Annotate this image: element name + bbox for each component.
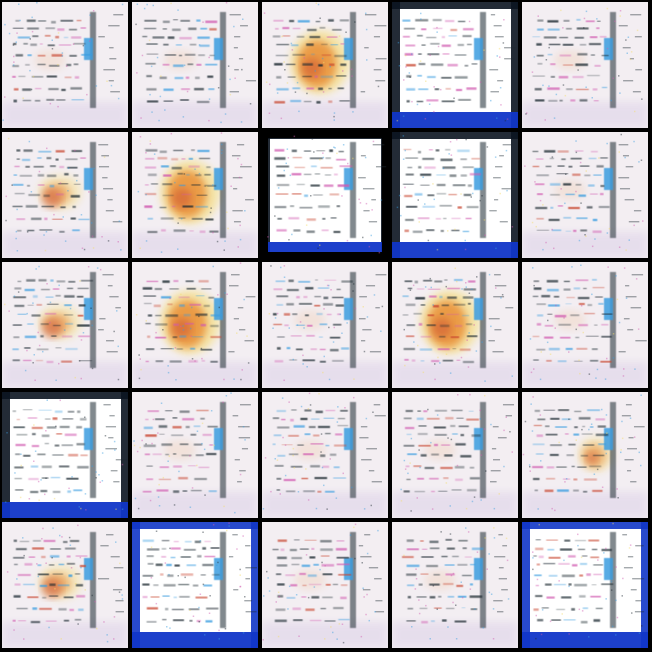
sample-tile (262, 392, 388, 518)
sample-tile (2, 132, 128, 258)
sample-image (522, 132, 648, 258)
sample-tile (392, 262, 518, 388)
sample-image (262, 392, 388, 518)
sample-image (132, 262, 258, 388)
sample-tile (2, 522, 128, 648)
sample-image (132, 2, 258, 128)
sample-image (2, 522, 128, 648)
sample-tile (392, 522, 518, 648)
sample-image (2, 132, 128, 258)
sample-tile (392, 2, 518, 128)
sample-tile (132, 132, 258, 258)
sample-image (262, 132, 388, 258)
sample-tile (522, 2, 648, 128)
sample-image (522, 392, 648, 518)
sample-image (392, 262, 518, 388)
sample-image (132, 522, 258, 648)
sample-image (392, 392, 518, 518)
sample-image (392, 2, 518, 128)
sample-image (522, 522, 648, 648)
sample-tile (132, 262, 258, 388)
sample-tile (522, 262, 648, 388)
sample-image (522, 262, 648, 388)
sample-tile (522, 522, 648, 648)
sample-tile (262, 522, 388, 648)
sample-image (2, 392, 128, 518)
sample-image (262, 262, 388, 388)
sample-tile (2, 2, 128, 128)
sample-tile (2, 392, 128, 518)
sample-tile (132, 2, 258, 128)
sample-tile (262, 2, 388, 128)
sample-image (132, 132, 258, 258)
sample-image (2, 2, 128, 128)
sample-tile (522, 132, 648, 258)
sample-image (262, 2, 388, 128)
sample-tile (392, 132, 518, 258)
sample-image (392, 132, 518, 258)
sample-tile (522, 392, 648, 518)
sample-image (522, 2, 648, 128)
sample-tile (2, 262, 128, 388)
sample-tile (262, 132, 388, 258)
sample-image (132, 392, 258, 518)
sample-tile (132, 522, 258, 648)
sample-image (392, 522, 518, 648)
sample-tile (262, 262, 388, 388)
sample-tile (132, 392, 258, 518)
sample-image (2, 262, 128, 388)
sample-image (262, 522, 388, 648)
sample-tile (392, 392, 518, 518)
